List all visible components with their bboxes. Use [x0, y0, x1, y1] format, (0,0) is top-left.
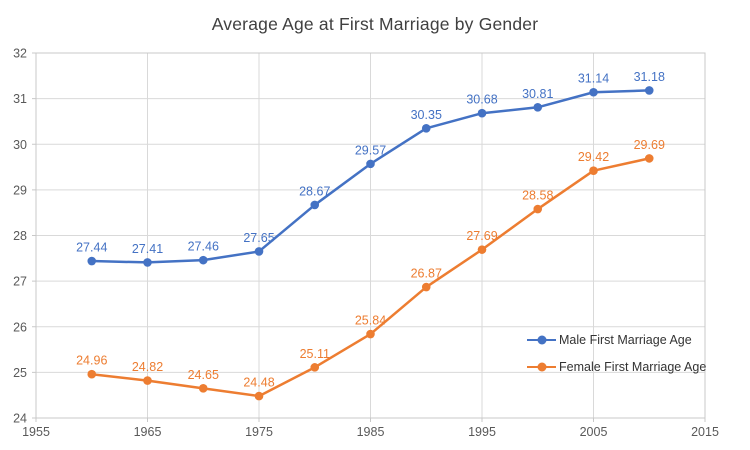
data-point	[198, 384, 208, 393]
data-point	[143, 376, 152, 385]
data-label: 24.82	[132, 360, 163, 374]
chart-title: Average Age at First Marriage by Gender	[211, 14, 539, 34]
data-point	[310, 363, 320, 372]
y-tick-label: 28	[13, 229, 27, 243]
data-point	[254, 247, 264, 256]
data-label: 30.68	[466, 93, 497, 107]
data-label: 31.14	[578, 72, 609, 86]
series-female: 24.96 24.82 24.65 24.48 25.11 25.84 26.87 27.69…	[76, 138, 665, 401]
x-tick-label: 1995	[468, 425, 496, 439]
data-point	[143, 258, 152, 267]
data-point	[644, 86, 654, 95]
data-point	[477, 245, 487, 254]
data-label: 24.48	[243, 376, 274, 390]
y-tick-label: 27	[13, 275, 27, 289]
data-label: 25.84	[355, 314, 386, 328]
data-label: 28.67	[299, 184, 330, 198]
data-point	[87, 369, 97, 379]
data-label: 30.81	[522, 87, 553, 101]
legend-label-female: Female First Marriage Age	[559, 360, 707, 374]
data-point	[589, 166, 598, 176]
y-tick-label: 25	[13, 366, 27, 380]
data-point	[87, 256, 97, 266]
x-tick-label: 2005	[580, 425, 608, 439]
x-tick-label: 1985	[357, 425, 385, 439]
data-label: 27.65	[243, 231, 274, 245]
data-label: 29.69	[634, 138, 665, 152]
data-label: 27.41	[132, 242, 163, 256]
female-series-marker-icon	[527, 362, 556, 372]
data-label: 25.11	[300, 347, 330, 361]
y-tick-label: 30	[13, 138, 27, 152]
data-label: 24.65	[188, 368, 219, 382]
data-label: 26.87	[411, 267, 442, 281]
x-axis: 1955 1965 1975 1985 1995 2005 2015	[22, 418, 719, 439]
data-point	[366, 159, 375, 169]
male-series-marker-icon	[527, 335, 556, 345]
data-label: 29.42	[578, 150, 609, 164]
y-tick-label: 32	[13, 47, 27, 61]
x-tick-label: 2015	[691, 425, 719, 439]
data-label: 27.44	[76, 241, 107, 255]
data-point	[366, 329, 375, 339]
y-axis: 24 25 26 27 28 29 30 31 32	[13, 47, 36, 426]
data-label: 30.35	[411, 108, 442, 122]
data-point	[533, 204, 543, 214]
data-point	[533, 102, 543, 112]
data-point	[310, 200, 320, 210]
data-label: 31.18	[634, 70, 665, 84]
data-point	[421, 282, 431, 292]
data-point	[644, 154, 654, 163]
legend-label-male: Male First Marriage Age	[559, 333, 692, 347]
y-tick-label: 29	[13, 183, 27, 197]
x-tick-label: 1965	[134, 425, 162, 439]
data-label: 27.46	[188, 240, 219, 254]
legend-item-female: Female First Marriage Age	[527, 357, 706, 377]
data-label: 29.57	[355, 143, 386, 157]
x-tick-label: 1975	[245, 425, 273, 439]
data-point	[477, 108, 487, 118]
y-tick-label: 31	[13, 92, 27, 106]
x-tick-label: 1955	[22, 425, 50, 439]
y-tick-label: 24	[13, 412, 27, 426]
y-tick-label: 26	[13, 320, 27, 334]
legend: Male First Marriage Age Female First Mar…	[527, 330, 706, 377]
data-label: 27.69	[466, 229, 497, 243]
legend-item-male: Male First Marriage Age	[527, 330, 706, 350]
data-point	[589, 87, 598, 97]
series-male: 27.44 27.41 27.46 27.65 28.67 29.57 30.35 30.68…	[76, 70, 665, 267]
data-label: 28.58	[522, 189, 553, 203]
data-point	[421, 123, 431, 133]
data-point	[198, 255, 208, 265]
data-label: 24.96	[76, 354, 107, 368]
data-point	[254, 391, 264, 401]
